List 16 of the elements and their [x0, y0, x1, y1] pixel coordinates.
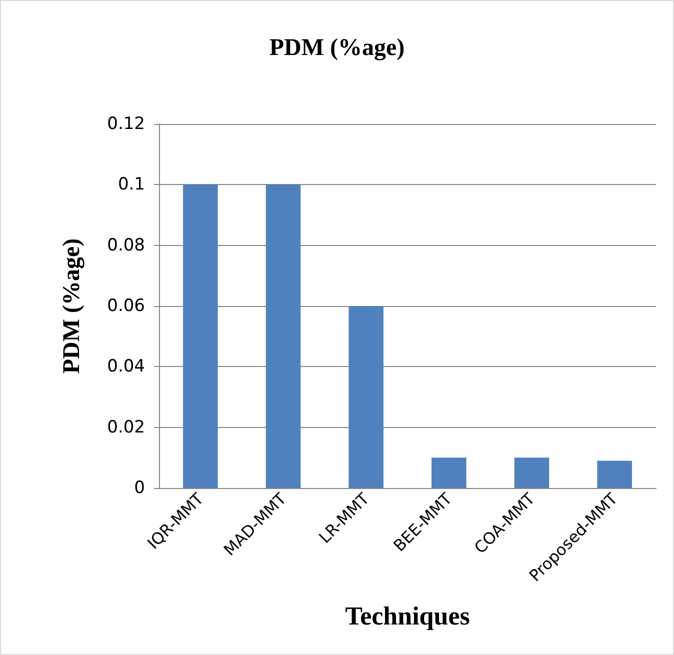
y-tick-label: 0.02 [107, 417, 145, 438]
bar [597, 460, 632, 488]
y-axis-title: PDM (%age) [59, 238, 85, 374]
y-tick-label: 0.08 [107, 235, 145, 256]
y-tick-label: 0.12 [107, 114, 145, 134]
y-tick-label: 0.1 [118, 174, 145, 195]
chart-title: PDM (%age) [269, 35, 405, 61]
bar [432, 458, 466, 488]
y-tick-label: 0.06 [107, 296, 145, 316]
y-tick-label: 0 [134, 478, 145, 498]
y-tick-label: 0.04 [107, 356, 145, 377]
x-axis-title: Techniques [345, 602, 470, 630]
bar [266, 184, 301, 488]
bar [183, 184, 218, 488]
bar [514, 458, 550, 488]
bar [348, 306, 384, 488]
